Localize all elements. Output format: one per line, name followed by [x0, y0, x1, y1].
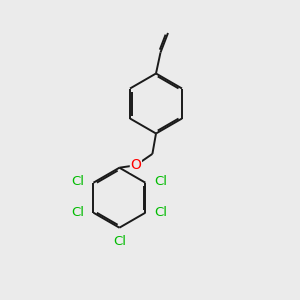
Text: O: O [130, 158, 141, 172]
Text: Cl: Cl [113, 235, 126, 248]
Text: Cl: Cl [154, 206, 167, 219]
Text: Cl: Cl [154, 175, 167, 188]
Text: Cl: Cl [71, 175, 84, 188]
Text: Cl: Cl [71, 206, 84, 219]
